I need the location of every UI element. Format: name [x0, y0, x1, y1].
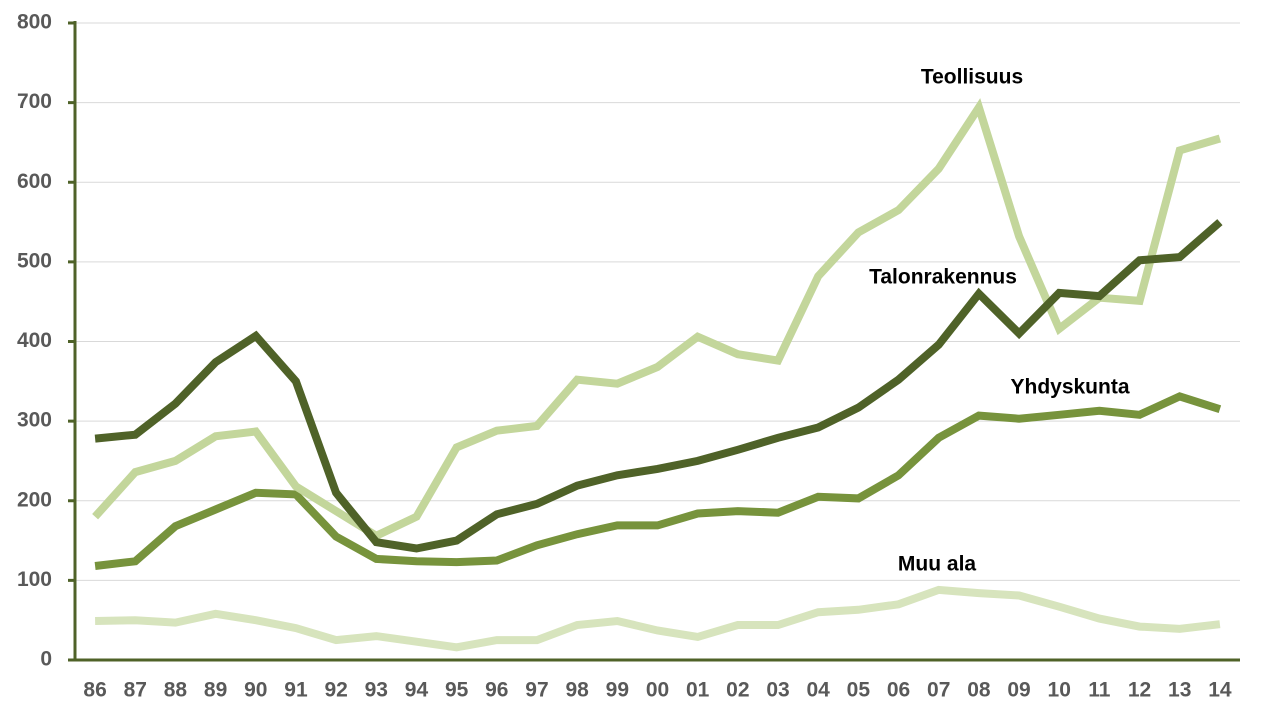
x-tick-label: 88: [164, 679, 188, 702]
x-tick-label: 13: [1168, 679, 1191, 702]
series-line: [94, 219, 1223, 553]
x-tick-label: 98: [565, 679, 589, 702]
y-tick-label: 100: [17, 568, 52, 591]
x-tick-label: 91: [284, 679, 308, 702]
x-tick-label: 14: [1208, 679, 1232, 702]
x-tick-label: 93: [365, 679, 388, 702]
x-tick-label: 92: [324, 679, 347, 702]
x-tick-label: 87: [124, 679, 147, 702]
series-label: Muu ala: [898, 553, 976, 576]
x-tick-label: 99: [606, 679, 629, 702]
x-tick-label: 00: [646, 679, 669, 702]
x-tick-label: 01: [686, 679, 710, 702]
x-tick-label: 86: [83, 679, 106, 702]
series-line: [92, 98, 1222, 541]
x-tick-label: 94: [405, 679, 429, 702]
x-tick-label: 05: [847, 679, 871, 702]
y-tick-label: 700: [17, 90, 52, 113]
y-tick-label: 200: [17, 488, 52, 511]
y-tick-label: 0: [40, 648, 52, 671]
y-tick-label: 400: [17, 329, 52, 352]
series-label: Talonrakennus: [869, 266, 1017, 289]
series-label: Yhdyskunta: [1010, 376, 1129, 399]
y-tick-label: 300: [17, 409, 52, 432]
x-tick-label: 08: [967, 679, 991, 702]
y-tick-label: 800: [17, 11, 52, 34]
x-tick-label: 07: [927, 679, 950, 702]
x-tick-label: 97: [525, 679, 548, 702]
x-tick-label: 06: [887, 679, 910, 702]
x-tick-label: 12: [1128, 679, 1151, 702]
x-tick-label: 11: [1088, 679, 1111, 702]
x-tick-label: 95: [445, 679, 469, 702]
y-tick-label: 500: [17, 249, 52, 272]
series-line: [95, 585, 1221, 652]
x-tick-label: 96: [485, 679, 508, 702]
x-tick-label: 09: [1007, 679, 1030, 702]
x-tick-label: 89: [204, 679, 227, 702]
x-tick-label: 02: [726, 679, 749, 702]
series-label: Teollisuus: [921, 66, 1023, 89]
y-tick-label: 600: [17, 170, 52, 193]
x-tick-label: 90: [244, 679, 267, 702]
series-line: [94, 392, 1222, 570]
x-tick-label: 10: [1048, 679, 1071, 702]
x-tick-label: 03: [766, 679, 789, 702]
x-tick-label: 04: [807, 679, 831, 702]
